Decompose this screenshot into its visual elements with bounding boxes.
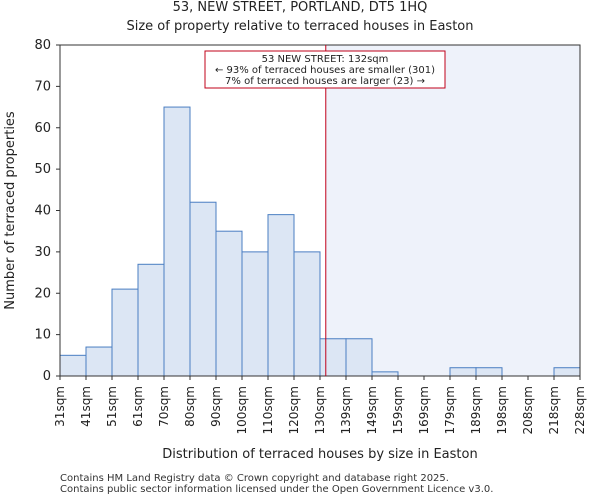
x-tick-label: 228sqm xyxy=(573,386,587,434)
bar-179sqm xyxy=(449,367,477,377)
y-tick-label: 70 xyxy=(34,79,51,94)
y-axis-label: Number of terraced properties xyxy=(3,111,18,310)
bar-80sqm xyxy=(189,201,217,377)
x-tick-label: 189sqm xyxy=(469,386,483,434)
bar-120sqm xyxy=(293,251,321,377)
bar-110sqm xyxy=(267,214,295,377)
x-tick-label: 139sqm xyxy=(339,386,353,434)
bar-41sqm xyxy=(85,346,113,377)
bar-149sqm xyxy=(371,371,399,377)
x-axis-label: Distribution of terraced houses by size … xyxy=(162,447,477,462)
x-tick-label: 80sqm xyxy=(183,386,197,427)
chart-title: 53, NEW STREET, PORTLAND, DT5 1HQ xyxy=(172,0,428,15)
x-tick-label: 90sqm xyxy=(209,386,223,427)
annotation-line-3: 7% of terraced houses are larger (23) → xyxy=(225,76,425,87)
x-tick-label: 41sqm xyxy=(79,386,93,427)
y-tick-label: 80 xyxy=(34,38,51,53)
x-tick-label: 218sqm xyxy=(547,386,561,434)
y-tick-label: 0 xyxy=(43,369,51,384)
x-tick-label: 169sqm xyxy=(417,386,431,434)
y-tick-label: 50 xyxy=(34,162,51,177)
bar-100sqm xyxy=(241,251,269,377)
bar-139sqm xyxy=(345,338,373,377)
bar-70sqm xyxy=(163,106,191,377)
x-tick-label: 120sqm xyxy=(287,386,301,434)
x-tick-label: 198sqm xyxy=(495,386,509,434)
bar-90sqm xyxy=(215,230,243,377)
bar-31sqm xyxy=(59,354,87,377)
larger-region-shade xyxy=(325,45,580,376)
y-tick-label: 10 xyxy=(34,328,51,343)
footer-line-2: Contains public sector information licen… xyxy=(60,484,494,495)
x-tick-label: 110sqm xyxy=(261,386,275,434)
bar-51sqm xyxy=(111,288,139,377)
bar-218sqm xyxy=(553,367,581,377)
x-tick-label: 149sqm xyxy=(365,386,379,434)
x-tick-label: 51sqm xyxy=(105,386,119,427)
chart-subtitle: Size of property relative to terraced ho… xyxy=(126,19,474,34)
x-tick-label: 208sqm xyxy=(521,386,535,434)
y-tick-label: 60 xyxy=(34,121,51,136)
x-tick-label: 179sqm xyxy=(443,386,457,434)
x-tick-label: 61sqm xyxy=(131,386,145,427)
x-tick-label: 100sqm xyxy=(235,386,249,434)
x-tick-label: 70sqm xyxy=(157,386,171,427)
bar-189sqm xyxy=(475,367,503,377)
y-tick-label: 30 xyxy=(34,245,51,260)
bar-130sqm xyxy=(319,338,347,377)
annotation-line-1: 53 NEW STREET: 132sqm xyxy=(262,54,389,65)
y-tick-label: 40 xyxy=(34,204,51,219)
annotation-line-2: ← 93% of terraced houses are smaller (30… xyxy=(215,65,435,76)
annotation-box xyxy=(204,50,446,89)
x-tick-label: 31sqm xyxy=(53,386,67,427)
x-tick-label: 159sqm xyxy=(391,386,405,434)
footer-line-1: Contains HM Land Registry data © Crown c… xyxy=(60,473,449,484)
bar-61sqm xyxy=(137,263,165,377)
x-tick-label: 130sqm xyxy=(313,386,327,434)
y-tick-label: 20 xyxy=(34,286,51,301)
